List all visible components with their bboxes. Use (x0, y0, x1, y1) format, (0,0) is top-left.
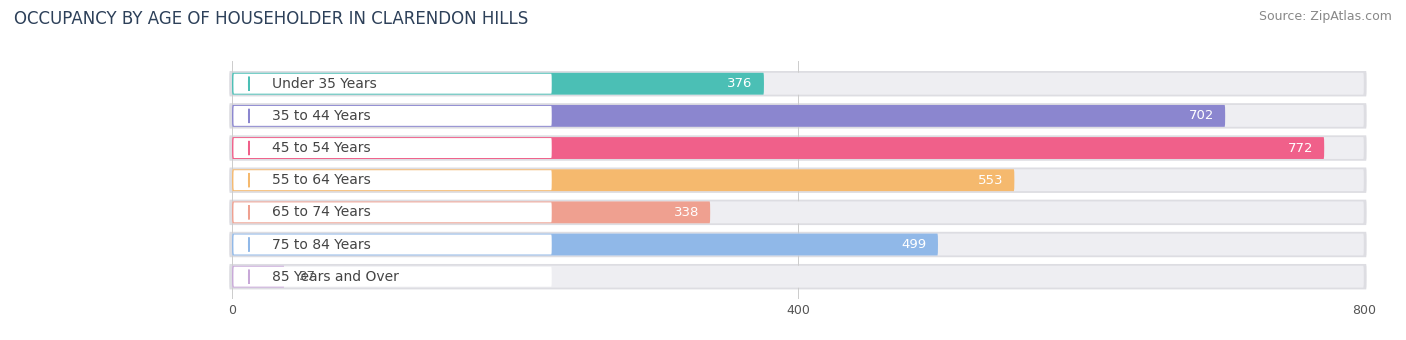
FancyBboxPatch shape (232, 201, 710, 223)
Text: 35 to 44 Years: 35 to 44 Years (271, 109, 370, 123)
FancyBboxPatch shape (229, 200, 1367, 225)
FancyBboxPatch shape (229, 264, 1367, 289)
Text: 37: 37 (298, 270, 315, 283)
Text: OCCUPANCY BY AGE OF HOUSEHOLDER IN CLARENDON HILLS: OCCUPANCY BY AGE OF HOUSEHOLDER IN CLARE… (14, 10, 529, 28)
FancyBboxPatch shape (229, 232, 1367, 257)
FancyBboxPatch shape (229, 103, 1367, 129)
Text: 553: 553 (977, 174, 1002, 187)
FancyBboxPatch shape (233, 202, 551, 222)
Text: 55 to 64 Years: 55 to 64 Years (271, 173, 370, 187)
FancyBboxPatch shape (232, 266, 1364, 288)
FancyBboxPatch shape (232, 169, 1014, 191)
FancyBboxPatch shape (232, 137, 1364, 159)
FancyBboxPatch shape (233, 170, 551, 190)
Text: 376: 376 (727, 77, 752, 90)
FancyBboxPatch shape (232, 137, 1324, 159)
FancyBboxPatch shape (232, 105, 1364, 127)
Text: 75 to 84 Years: 75 to 84 Years (271, 238, 370, 252)
FancyBboxPatch shape (232, 201, 1364, 223)
Text: 45 to 54 Years: 45 to 54 Years (271, 141, 370, 155)
FancyBboxPatch shape (233, 74, 551, 94)
FancyBboxPatch shape (232, 266, 284, 288)
Text: 702: 702 (1188, 109, 1213, 122)
Text: 338: 338 (673, 206, 699, 219)
FancyBboxPatch shape (232, 234, 1364, 255)
FancyBboxPatch shape (229, 71, 1367, 97)
FancyBboxPatch shape (233, 138, 551, 158)
Text: Under 35 Years: Under 35 Years (271, 77, 377, 91)
FancyBboxPatch shape (232, 169, 1364, 191)
Text: 85 Years and Over: 85 Years and Over (271, 270, 398, 284)
FancyBboxPatch shape (233, 267, 551, 287)
FancyBboxPatch shape (232, 234, 938, 255)
FancyBboxPatch shape (233, 235, 551, 255)
FancyBboxPatch shape (233, 106, 551, 126)
FancyBboxPatch shape (229, 168, 1367, 193)
FancyBboxPatch shape (232, 105, 1225, 127)
Text: 65 to 74 Years: 65 to 74 Years (271, 205, 370, 219)
Text: 772: 772 (1288, 141, 1313, 155)
FancyBboxPatch shape (229, 135, 1367, 161)
Text: Source: ZipAtlas.com: Source: ZipAtlas.com (1258, 10, 1392, 23)
FancyBboxPatch shape (232, 73, 763, 95)
Text: 499: 499 (901, 238, 927, 251)
FancyBboxPatch shape (232, 73, 1364, 95)
